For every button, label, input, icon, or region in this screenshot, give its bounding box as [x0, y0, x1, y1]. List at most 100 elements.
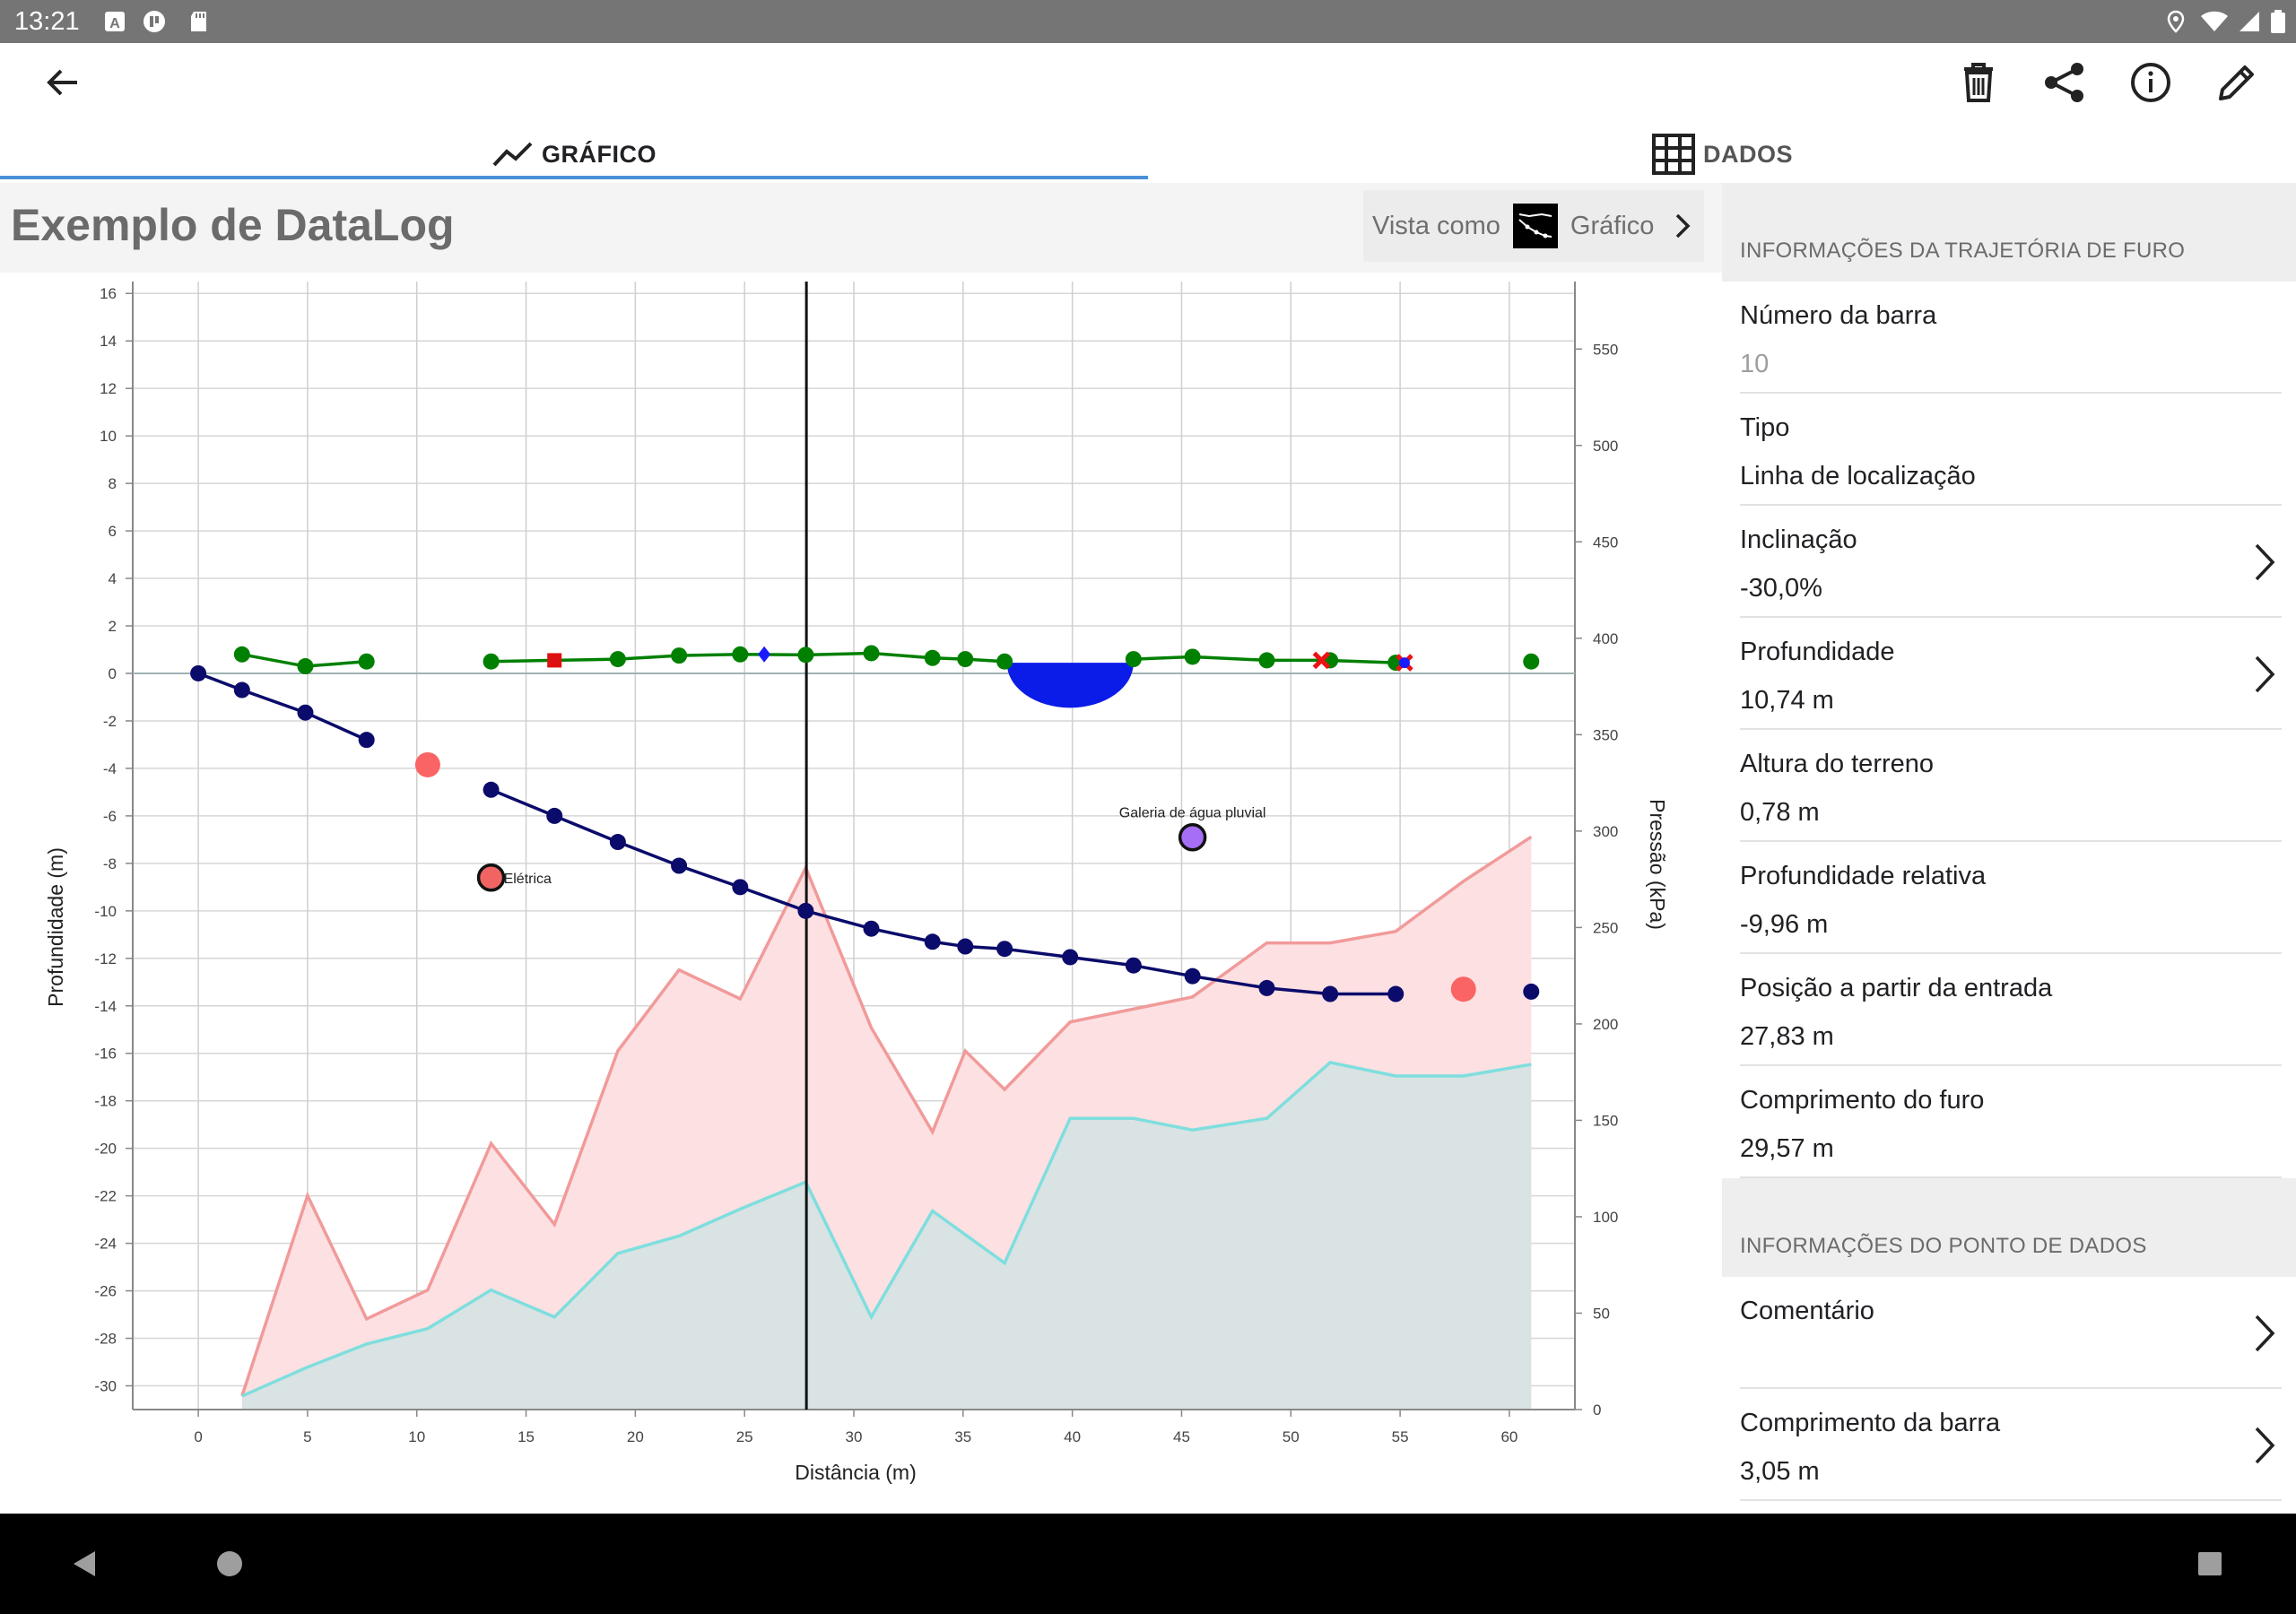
edit-icon[interactable] [2205, 50, 2269, 115]
terrain-point [609, 651, 626, 668]
info-row-value: 0,78 m [1740, 798, 1820, 827]
y-tick-label: 16 [100, 285, 117, 302]
y-tick-label: 0 [109, 665, 117, 682]
terrain-point [957, 651, 974, 668]
app-notification-icon [144, 11, 165, 32]
y2-tick-label: 250 [1593, 919, 1618, 936]
y-tick-label: -22 [94, 1188, 117, 1205]
info-row-8: Comprimento do furo 29,57 m [1740, 1066, 2282, 1178]
tab-indicator [0, 176, 1148, 179]
info-row-value: -9,96 m [1740, 910, 1829, 939]
pressure-upper-line [240, 835, 1533, 1397]
y-tick-label: 12 [100, 380, 117, 397]
info-row-label: Altura do terreno [1740, 750, 1935, 778]
terrain-point [1125, 651, 1142, 668]
info-row-value: 10 [1740, 350, 1770, 378]
view-as-value: Gráfico [1570, 211, 1655, 240]
y2-tick-label: 300 [1593, 823, 1618, 840]
y2-tick-label: 400 [1593, 630, 1618, 647]
y-tick-label: -24 [94, 1236, 117, 1253]
nav-back-icon[interactable] [59, 1539, 109, 1589]
y-tick-label: -26 [94, 1283, 117, 1300]
bore-path-point [190, 664, 207, 681]
info-row-label: Inclinação [1740, 525, 1857, 554]
y-tick-label: -4 [103, 760, 117, 777]
bore-path-point [1125, 957, 1142, 974]
nav-recents-icon[interactable] [2185, 1539, 2235, 1589]
blue-diamond-marker [758, 646, 771, 663]
tab-dados[interactable]: DADOS [1148, 126, 2296, 183]
info-row-value: 3,05 m [1740, 1457, 1820, 1486]
info-row-label: Profundidade [1740, 638, 1895, 666]
tab-grafico[interactable]: GRÁFICO [0, 126, 1148, 183]
view-as-button[interactable]: Vista como Gráfico [1363, 190, 1704, 262]
y2-axis-label: Pressão (kPa) [1646, 799, 1669, 930]
terrain-point [924, 649, 941, 666]
x-tick-label: 25 [736, 1428, 753, 1445]
y-tick-label: -8 [103, 855, 117, 872]
info-row-1: Número da barra 10 [1740, 282, 2282, 394]
chart-axes: 1614121086420-2-4-6-8-10-12-14-16-18-20-… [94, 282, 1618, 1445]
info-row-6: Profundidade relativa -9,96 m [1740, 842, 2282, 954]
chart-area[interactable]: 16 14 12 10 8 6 4 2 0 -2 -4 -6 -8 -10 -12 -14 -16 -18 -20-… [0, 273, 1713, 1514]
tab-bar: GRÁFICO DADOS [0, 126, 2296, 183]
arrow-back-icon[interactable] [30, 50, 95, 115]
terrain-point [996, 653, 1013, 670]
y-tick-label: -6 [103, 808, 117, 825]
bore-path-point [609, 834, 626, 851]
info-row-1[interactable]: Comentário [1740, 1277, 2282, 1389]
status-time: 13:21 [14, 7, 80, 36]
chart-markers: Elétrica Galeria de água pluvial [190, 645, 1540, 1002]
y2-tick-label: 50 [1593, 1305, 1610, 1322]
info-row-label: Posição a partir da entrada [1740, 974, 2053, 1002]
chevron-right-icon [2255, 1315, 2275, 1352]
trajectory-info-list: Número da barra 10 Tipo Linha de localizaçã… [1722, 282, 2296, 1178]
chevron-right-icon [2255, 543, 2275, 581]
x-tick-label: 45 [1173, 1428, 1190, 1445]
y-tick-label: 4 [109, 570, 117, 587]
share-icon[interactable] [2032, 50, 2097, 115]
y-tick-label: -20 [94, 1141, 117, 1158]
x-tick-label: 35 [954, 1428, 971, 1445]
y2-tick-label: 150 [1593, 1112, 1618, 1129]
info-row-2[interactable]: Comprimento da barra 3,05 m [1740, 1389, 2282, 1501]
x-tick-label: 20 [627, 1428, 644, 1445]
bore-path-point [1387, 985, 1405, 1002]
y-tick-label: -30 [94, 1378, 117, 1395]
y-tick-label: -12 [94, 950, 117, 968]
page-title: Exemplo de DataLog [11, 200, 455, 250]
terrain-point [732, 646, 749, 663]
info-row-4[interactable]: Profundidade 10,74 m [1740, 618, 2282, 730]
y-tick-label: -14 [94, 998, 117, 1015]
terrain-point [863, 645, 880, 662]
y2-tick-label: 500 [1593, 438, 1618, 455]
terrain-point [797, 646, 814, 664]
info-icon[interactable] [2118, 50, 2183, 115]
bore-path-point [1258, 979, 1275, 996]
delete-icon[interactable] [1946, 50, 2011, 115]
chevron-right-icon [2255, 1427, 2275, 1464]
bore-path-point [732, 879, 749, 896]
bore-path-point [546, 807, 563, 824]
bore-path-point [957, 938, 974, 955]
tab-grafico-label: GRÁFICO [542, 140, 657, 168]
terrain-point [1523, 653, 1540, 670]
y-tick-label: 10 [100, 428, 117, 445]
terrain-line [491, 651, 1005, 664]
datapoint-info-list: Comentário Comprimento da barra 3,05 m [1722, 1277, 2296, 1501]
wifi-icon [2201, 11, 2228, 31]
y-tick-label: 2 [109, 618, 117, 635]
info-row-3[interactable]: Inclinação -30,0% [1740, 506, 2282, 618]
chevron-right-icon [2255, 655, 2275, 693]
bore-path-point [1062, 949, 1079, 966]
y-tick-label: 14 [100, 333, 117, 350]
bore-path-point [1523, 983, 1540, 1000]
info-row-label: Comprimento da barra [1740, 1409, 2001, 1437]
nav-home-icon[interactable] [204, 1539, 255, 1589]
depth-pressure-chart[interactable]: 1614121086420-2-4-6-8-10-12-14-16-18-20-… [0, 273, 1713, 1514]
info-row-label: Profundidade relativa [1740, 862, 1987, 890]
info-row-label: Comprimento do furo [1740, 1086, 1985, 1115]
y2-tick-label: 450 [1593, 534, 1618, 551]
section-header-datapoint: INFORMAÇÕES DO PONTO DE DADOS [1722, 1178, 2296, 1277]
font-notification-icon: A [105, 12, 125, 31]
